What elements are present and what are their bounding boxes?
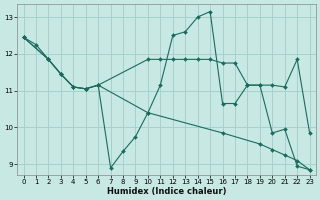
X-axis label: Humidex (Indice chaleur): Humidex (Indice chaleur) xyxy=(107,187,226,196)
